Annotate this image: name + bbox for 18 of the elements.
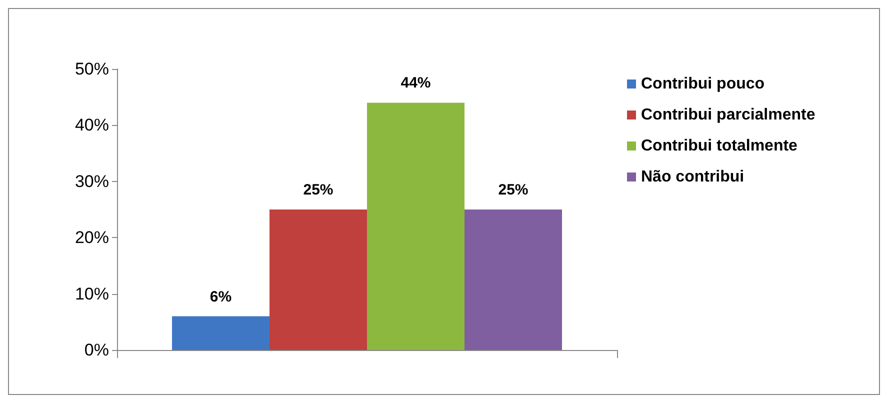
y-tick-label: 40% [74,116,109,135]
legend-label: Contribui pouco [641,76,765,92]
data-label: 44% [400,74,431,92]
y-tick-label: 10% [74,284,109,304]
y-tick-label: 30% [74,172,109,191]
bar [367,102,464,350]
y-tick-label: 20% [74,228,109,248]
y-tick-label: 50% [74,60,109,78]
legend-label: Não contribui [641,168,744,186]
bar [172,316,270,350]
data-label: 25% [498,182,528,198]
legend-label: Contribui totalmente [641,138,798,154]
bar [270,210,367,350]
data-label: 25% [303,182,334,198]
legend-label: Contribui parcialmente [641,106,816,124]
bar [464,210,562,350]
data-label: 6% [210,288,232,306]
y-tick-label: 0% [84,340,109,360]
